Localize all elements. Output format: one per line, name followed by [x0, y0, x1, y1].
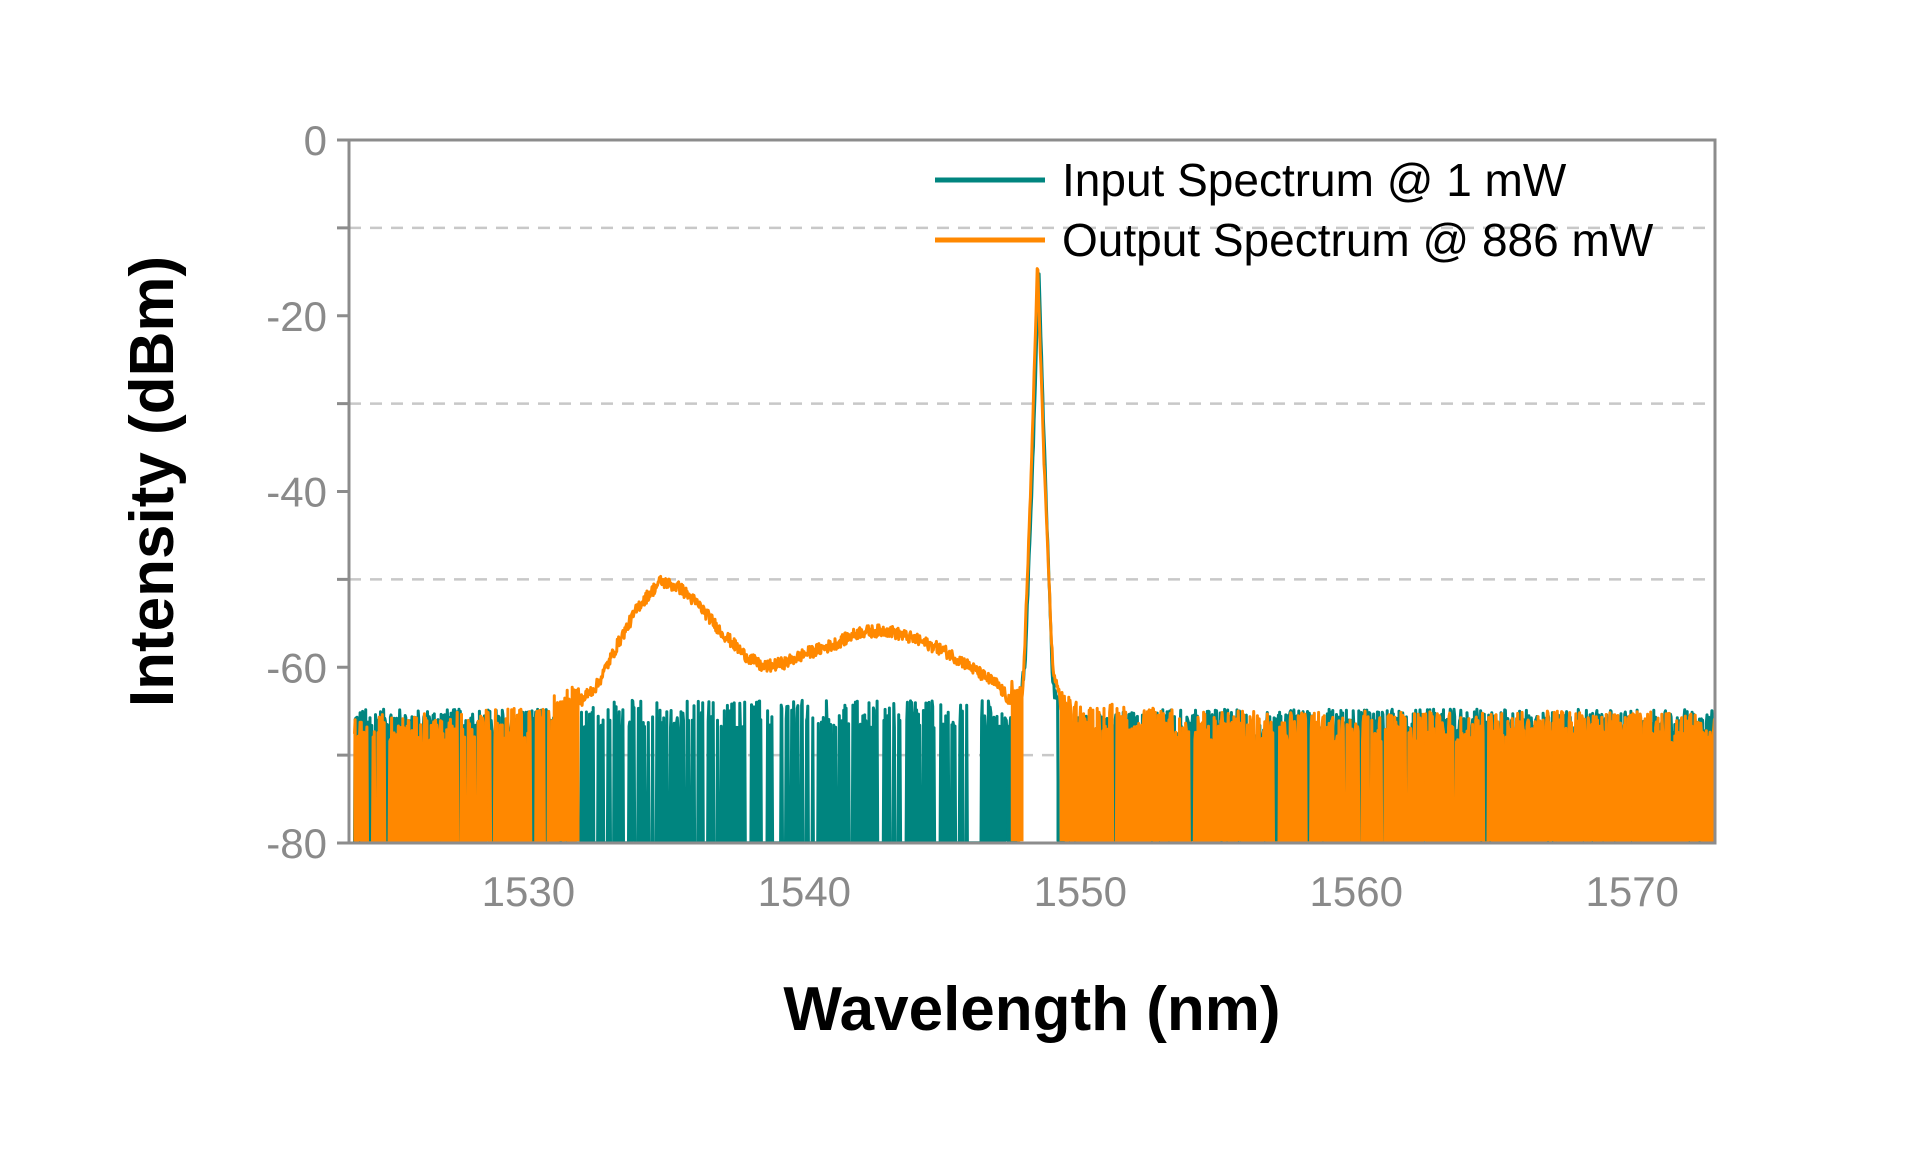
- legend: Input Spectrum @ 1 mW Output Spectrum @ …: [935, 154, 1654, 266]
- series-layer: [353, 267, 1717, 845]
- series-1-line: [353, 267, 1717, 845]
- y-tick-label-0: 0: [304, 117, 327, 164]
- y-axis-ticks: 0 -20 -40 -60 -80: [266, 117, 349, 867]
- x-tick-label-2: 1550: [1034, 868, 1127, 915]
- x-axis-ticks: 1530 1540 1550 1560 1570: [482, 868, 1679, 915]
- y-tick-label-4: -80: [266, 820, 327, 867]
- y-tick-label-3: -60: [266, 644, 327, 691]
- series-1: [353, 267, 1717, 845]
- y-tick-label-2: -40: [266, 469, 327, 516]
- x-axis-title: Wavelength (nm): [783, 975, 1280, 1044]
- x-tick-label-0: 1530: [482, 868, 575, 915]
- x-tick-label-3: 1560: [1310, 868, 1403, 915]
- y-axis-title: Intensity (dBm): [118, 256, 187, 707]
- x-tick-label-1: 1540: [758, 868, 851, 915]
- legend-label-input: Input Spectrum @ 1 mW: [1062, 154, 1567, 206]
- x-tick-label-4: 1570: [1585, 868, 1678, 915]
- legend-label-output: Output Spectrum @ 886 mW: [1062, 214, 1654, 266]
- y-tick-label-1: -20: [266, 293, 327, 340]
